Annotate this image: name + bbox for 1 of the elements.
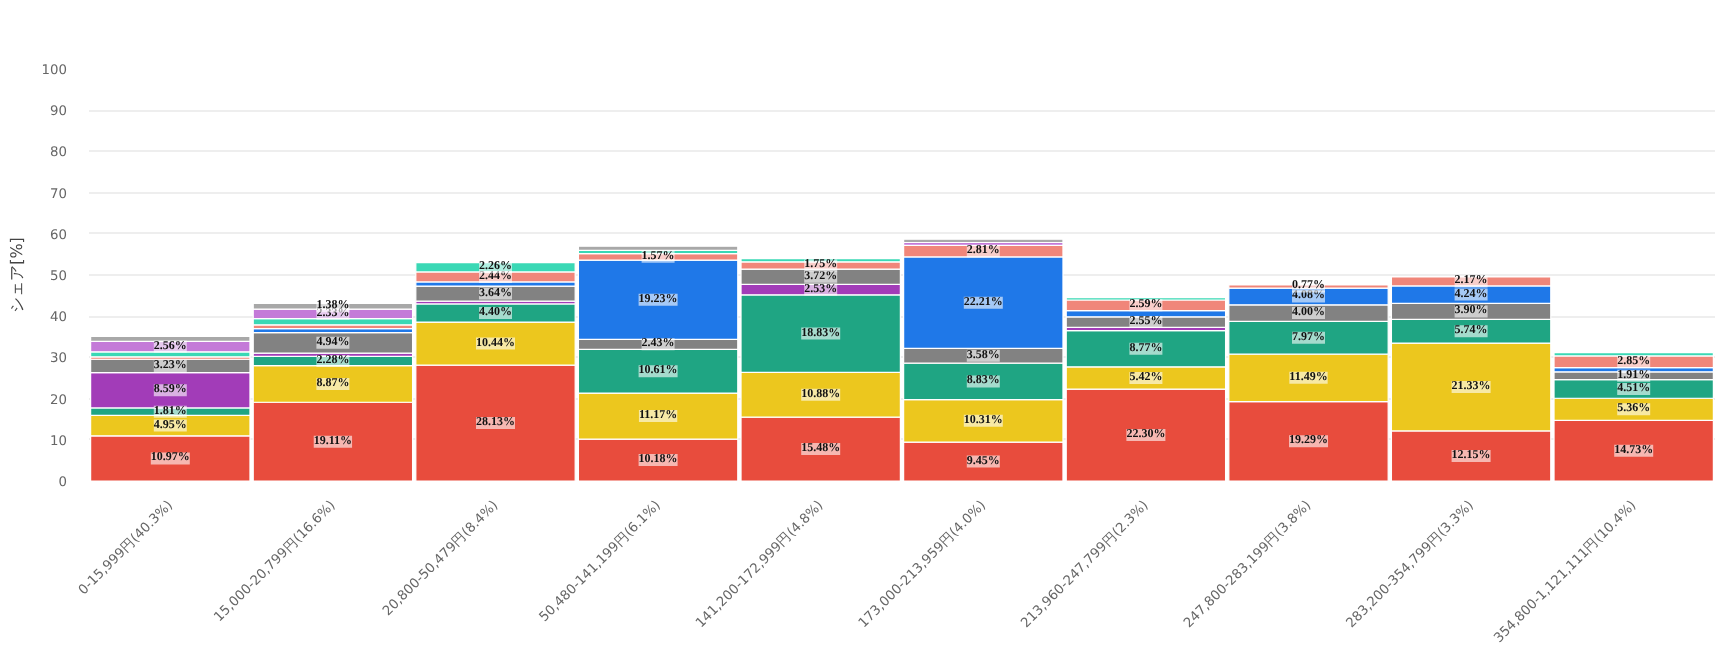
y-axis-title: シェア[%]: [7, 237, 26, 313]
